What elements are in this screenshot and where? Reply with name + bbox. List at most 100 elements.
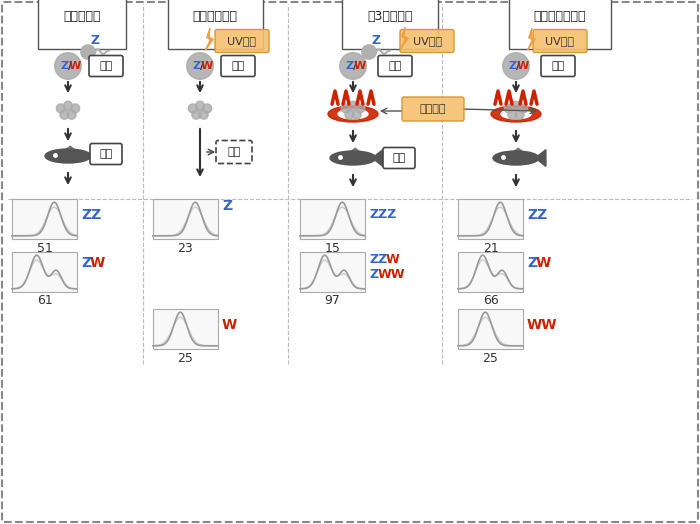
Text: Z: Z (508, 61, 517, 71)
Text: WW: WW (378, 267, 405, 280)
Bar (458, 252, 523, 292)
Bar (153, 199, 218, 239)
Circle shape (187, 53, 214, 79)
Text: /: / (516, 61, 520, 71)
Text: UV処理: UV処理 (228, 36, 256, 46)
FancyBboxPatch shape (541, 56, 575, 77)
Circle shape (60, 110, 69, 119)
FancyBboxPatch shape (533, 29, 587, 52)
FancyBboxPatch shape (378, 56, 412, 77)
Text: Z: Z (90, 35, 99, 48)
Text: /: / (353, 61, 357, 71)
Text: Z: Z (60, 61, 69, 71)
Polygon shape (528, 28, 536, 50)
Text: 25: 25 (482, 352, 498, 365)
Text: 【対照区】: 【対照区】 (63, 10, 101, 24)
Circle shape (345, 110, 354, 119)
FancyBboxPatch shape (216, 140, 252, 163)
Text: ZZZ: ZZZ (369, 209, 396, 222)
Text: W: W (536, 256, 552, 270)
Circle shape (519, 104, 528, 113)
Ellipse shape (493, 151, 539, 165)
Ellipse shape (501, 109, 531, 119)
Text: Z: Z (369, 267, 378, 280)
Text: /: / (68, 61, 72, 71)
Text: Z: Z (222, 199, 232, 213)
Text: 【雌性発生区】: 【雌性発生区】 (533, 10, 587, 24)
Text: Z: Z (193, 61, 201, 71)
Text: 97: 97 (325, 294, 340, 308)
Text: 温度処理: 温度処理 (420, 104, 447, 114)
Text: ZZ: ZZ (369, 253, 387, 266)
Polygon shape (536, 149, 546, 167)
Circle shape (508, 110, 517, 119)
Ellipse shape (330, 151, 376, 165)
Polygon shape (400, 27, 408, 49)
Text: 受精: 受精 (552, 61, 565, 71)
Circle shape (199, 110, 208, 119)
Circle shape (352, 110, 361, 119)
Text: Z: Z (346, 61, 354, 71)
Circle shape (56, 104, 65, 113)
Circle shape (188, 104, 197, 113)
Text: UV処理: UV処理 (545, 36, 575, 46)
Bar (300, 252, 365, 292)
Text: Z: Z (372, 35, 381, 48)
Text: W: W (222, 318, 237, 332)
Text: W: W (69, 61, 81, 71)
Text: W: W (354, 61, 366, 71)
FancyBboxPatch shape (89, 56, 123, 77)
Text: /: / (199, 61, 204, 71)
Circle shape (349, 101, 358, 110)
Circle shape (203, 104, 211, 113)
Text: 61: 61 (36, 294, 52, 308)
Polygon shape (88, 148, 98, 165)
Text: 受精: 受精 (389, 61, 402, 71)
Text: 15: 15 (325, 242, 340, 255)
FancyBboxPatch shape (402, 97, 464, 121)
Circle shape (340, 53, 366, 79)
Polygon shape (206, 28, 214, 50)
Text: W: W (90, 256, 105, 270)
Bar (300, 199, 365, 239)
Text: UV処理: UV処理 (412, 36, 442, 46)
Circle shape (503, 53, 529, 79)
Text: 23: 23 (178, 242, 193, 255)
Text: W: W (386, 253, 400, 266)
Text: ふ化: ふ化 (99, 149, 113, 159)
Text: 51: 51 (36, 242, 52, 255)
FancyBboxPatch shape (221, 56, 255, 77)
Text: W: W (517, 61, 528, 71)
Circle shape (71, 104, 80, 113)
Text: 21: 21 (482, 242, 498, 255)
Bar (458, 199, 523, 239)
FancyBboxPatch shape (383, 147, 415, 169)
Bar (12, 252, 77, 292)
Bar (153, 309, 218, 349)
Ellipse shape (45, 149, 91, 163)
Text: 【半数体区】: 【半数体区】 (193, 10, 237, 24)
Circle shape (342, 104, 350, 113)
FancyBboxPatch shape (400, 29, 454, 52)
Ellipse shape (491, 106, 541, 122)
Bar (458, 309, 523, 349)
Circle shape (515, 110, 524, 119)
FancyBboxPatch shape (90, 144, 122, 165)
Text: 66: 66 (482, 294, 498, 308)
Ellipse shape (338, 109, 368, 119)
Circle shape (512, 101, 521, 110)
Text: WW: WW (527, 318, 557, 332)
Bar (12, 199, 77, 239)
Circle shape (192, 110, 201, 119)
Circle shape (195, 101, 204, 110)
Circle shape (67, 110, 76, 119)
Text: ZZ: ZZ (81, 208, 102, 222)
Text: ZZ: ZZ (527, 208, 547, 222)
Circle shape (64, 101, 73, 110)
Circle shape (362, 45, 376, 59)
Circle shape (55, 53, 81, 79)
Circle shape (504, 104, 513, 113)
Text: Z: Z (81, 256, 91, 270)
Polygon shape (372, 149, 383, 167)
Text: 【3倍体区】: 【3倍体区】 (368, 10, 413, 24)
